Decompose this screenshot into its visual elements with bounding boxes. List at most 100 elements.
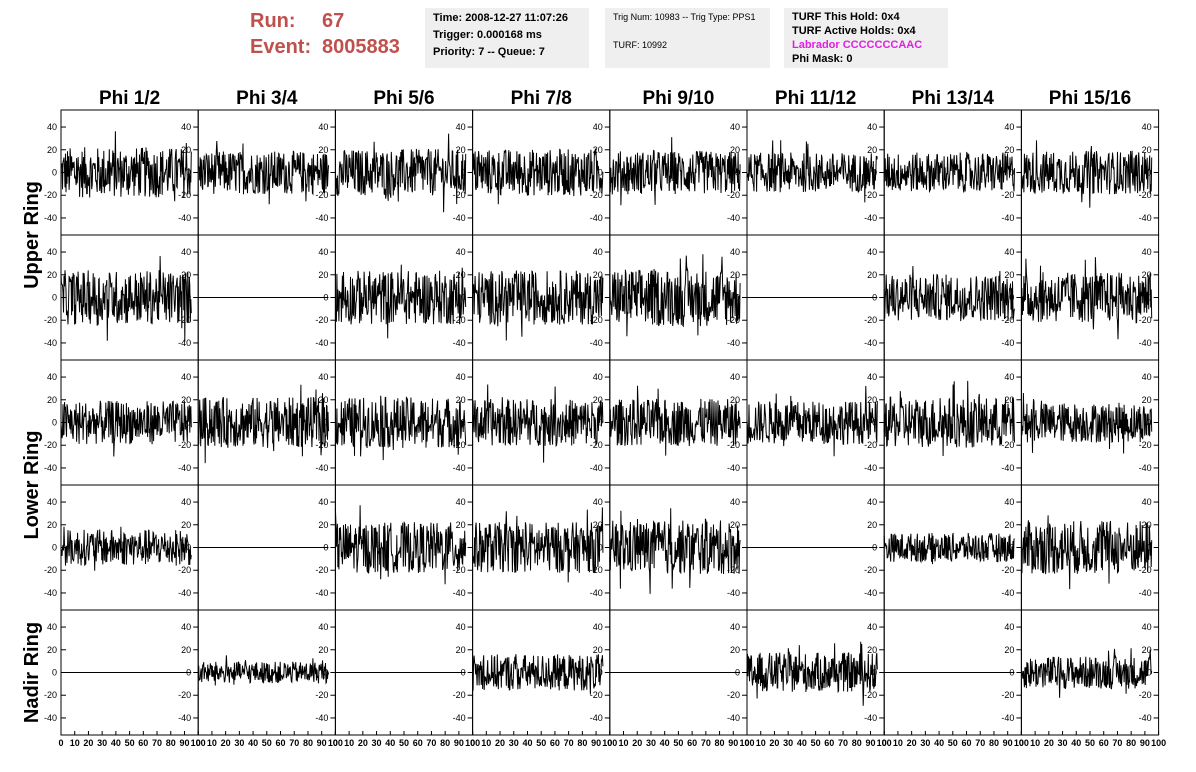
- x-tick-label: 80: [989, 738, 999, 748]
- labrador-text: Labrador CCCCCCCAAC: [792, 39, 923, 51]
- y-tick-label: 20: [456, 645, 466, 655]
- y-tick-label: -20: [178, 565, 191, 575]
- y-tick-label: 20: [867, 270, 877, 280]
- x-tick-label: 80: [440, 738, 450, 748]
- y-tick-label: -20: [1139, 440, 1152, 450]
- y-tick-label: 20: [318, 520, 328, 530]
- y-tick-label: -20: [315, 315, 328, 325]
- x-tick-label: 60: [550, 738, 560, 748]
- waveform-series-line: [60, 131, 192, 202]
- y-tick-label: -20: [1001, 690, 1014, 700]
- y-tick-label: 20: [318, 270, 328, 280]
- y-tick-label: 0: [52, 293, 57, 303]
- x-tick-label: 70: [426, 738, 436, 748]
- y-tick-label: -20: [453, 690, 466, 700]
- x-tick-label: 0: [196, 738, 201, 748]
- phi-mask-text: Phi Mask: 0: [792, 53, 853, 65]
- y-tick-label: -40: [44, 213, 57, 223]
- column-header-phi: Phi 13/14: [912, 88, 995, 109]
- x-tick-label: 80: [303, 738, 313, 748]
- y-tick-label: 40: [730, 497, 740, 507]
- x-tick-label: 50: [1085, 738, 1095, 748]
- x-tick-label: 0: [58, 738, 63, 748]
- y-tick-label: 40: [593, 497, 603, 507]
- y-tick-label: 20: [593, 520, 603, 530]
- trigger-text: Trigger: 0.000168 ms: [433, 29, 542, 41]
- y-tick-label: -40: [315, 713, 328, 723]
- y-tick-label: -40: [864, 338, 877, 348]
- x-tick-label: 80: [1126, 738, 1136, 748]
- waveform-series-line: [60, 400, 192, 457]
- x-tick-label: 40: [111, 738, 121, 748]
- column-header-phi: Phi 11/12: [775, 88, 856, 109]
- y-tick-label: -20: [44, 190, 57, 200]
- waveform-series-line: [883, 151, 1015, 193]
- waveform-series-line: [883, 532, 1015, 565]
- x-tick-label: 30: [509, 738, 519, 748]
- x-tick-label: 40: [1071, 738, 1081, 748]
- y-tick-label: 20: [593, 645, 603, 655]
- x-tick-label: 30: [783, 738, 793, 748]
- waveform-series-line: [197, 140, 329, 205]
- x-tick-label: 80: [577, 738, 587, 748]
- x-tick-label: 20: [632, 738, 642, 748]
- y-tick-label: -40: [727, 588, 740, 598]
- y-tick-label: -20: [1139, 690, 1152, 700]
- y-tick-label: 0: [52, 543, 57, 553]
- x-tick-label: 10: [619, 738, 629, 748]
- x-tick-label: 50: [811, 738, 821, 748]
- y-tick-label: -20: [44, 565, 57, 575]
- y-tick-label: -40: [315, 463, 328, 473]
- x-tick-label: 50: [673, 738, 683, 748]
- waveform-series-line: [1020, 257, 1153, 340]
- x-tick-label: 50: [399, 738, 409, 748]
- y-tick-label: -40: [315, 213, 328, 223]
- y-tick-label: -20: [864, 440, 877, 450]
- y-tick-label: -20: [1139, 565, 1152, 575]
- y-tick-label: -20: [864, 565, 877, 575]
- y-tick-label: -40: [44, 713, 57, 723]
- x-tick-label: 20: [83, 738, 93, 748]
- y-tick-label: 40: [181, 247, 191, 257]
- y-tick-label: 20: [181, 270, 191, 280]
- y-tick-label: -40: [1139, 588, 1152, 598]
- y-tick-label: -20: [727, 565, 740, 575]
- y-tick-label: -40: [864, 463, 877, 473]
- x-tick-label: 10: [1030, 738, 1040, 748]
- y-tick-label: 20: [47, 145, 57, 155]
- y-tick-label: 40: [318, 247, 328, 257]
- y-tick-label: -20: [453, 440, 466, 450]
- y-tick-label: -40: [1139, 463, 1152, 473]
- y-tick-label: -40: [1001, 213, 1014, 223]
- y-tick-label: 40: [456, 497, 466, 507]
- y-tick-label: -40: [1001, 588, 1014, 598]
- y-tick-label: -20: [864, 190, 877, 200]
- y-tick-label: 20: [318, 145, 328, 155]
- y-tick-label: -40: [727, 213, 740, 223]
- y-tick-label: 20: [730, 145, 740, 155]
- trig-info-box: Trig Num: 10983 -- Trig Type: PPS1 TURF:…: [605, 8, 770, 68]
- y-tick-label: 40: [730, 622, 740, 632]
- y-tick-label: -20: [727, 315, 740, 325]
- y-tick-label: -40: [727, 713, 740, 723]
- y-tick-label: 20: [47, 645, 57, 655]
- y-tick-label: 40: [47, 372, 57, 382]
- x-tick-label: 100: [739, 738, 754, 748]
- y-tick-label: -20: [727, 690, 740, 700]
- x-tick-label: 70: [701, 738, 711, 748]
- trig-num-text: Trig Num: 10983 -- Trig Type: PPS1: [613, 12, 756, 22]
- y-tick-label: 40: [730, 122, 740, 132]
- x-tick-label: 100: [465, 738, 480, 748]
- y-tick-label: -40: [453, 463, 466, 473]
- x-tick-label: 50: [125, 738, 135, 748]
- y-tick-label: -40: [864, 713, 877, 723]
- y-tick-label: 40: [593, 622, 603, 632]
- y-tick-label: 40: [867, 622, 877, 632]
- waveform-series-line: [883, 265, 1015, 322]
- x-tick-label: 20: [221, 738, 231, 748]
- y-tick-label: -20: [590, 190, 603, 200]
- x-tick-label: 10: [207, 738, 217, 748]
- time-text: Time: 2008-12-27 11:07:26: [433, 12, 568, 24]
- y-tick-label: -40: [1139, 338, 1152, 348]
